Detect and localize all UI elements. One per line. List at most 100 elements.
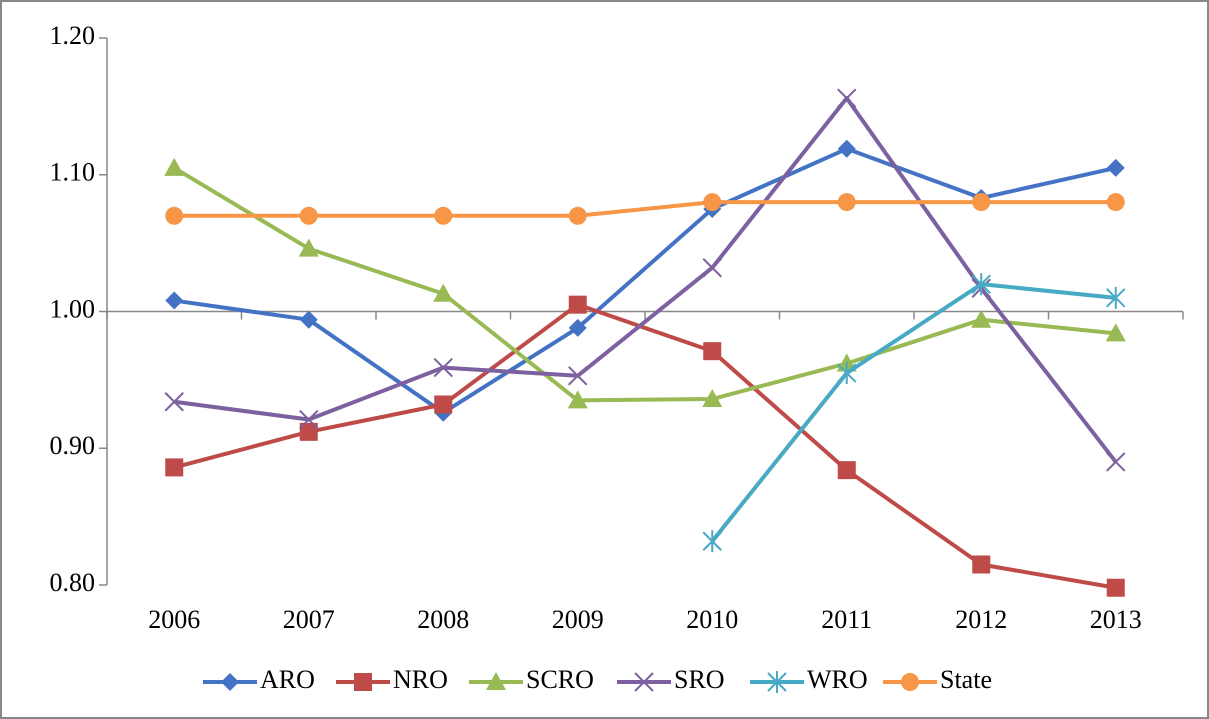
data-point-part — [568, 318, 587, 337]
data-point — [433, 283, 454, 302]
data-point-part — [433, 357, 453, 378]
legend-marker-part — [634, 672, 654, 692]
data-point-part — [702, 258, 722, 278]
data-point-part — [1106, 193, 1125, 212]
data-point-part — [837, 139, 856, 158]
data-point-part — [568, 366, 588, 386]
data-point — [568, 366, 588, 386]
legend-marker-part — [901, 673, 919, 691]
data-point — [299, 422, 318, 441]
data-point-part — [165, 206, 184, 225]
legend-label: NRO — [393, 665, 448, 694]
legend-item: WRO — [750, 665, 868, 694]
data-point-part — [568, 295, 587, 314]
data-point-part — [1106, 158, 1125, 177]
data-point — [164, 157, 185, 176]
x-tick-label: 2006 — [148, 605, 200, 634]
legend-label: SRO — [674, 665, 725, 694]
legend-marker — [221, 673, 239, 691]
data-point-part — [433, 283, 454, 302]
data-point-part — [837, 88, 857, 108]
data-point — [165, 458, 184, 477]
data-point — [434, 206, 453, 225]
data-point-part — [299, 310, 318, 329]
data-point — [568, 318, 587, 337]
data-point-part — [165, 458, 184, 477]
data-point-part — [837, 193, 856, 212]
legend-label: ARO — [260, 665, 315, 694]
series-line — [174, 200, 1116, 218]
legend-label: WRO — [807, 665, 868, 694]
data-point-part — [1106, 578, 1125, 597]
data-point — [299, 409, 319, 430]
data-point-part — [702, 530, 722, 553]
series-line — [173, 96, 1118, 464]
legend-item: State — [883, 665, 992, 694]
data-point — [702, 389, 723, 408]
data-point — [568, 295, 587, 314]
data-point-part — [1106, 286, 1126, 309]
data-point-part — [837, 362, 857, 385]
data-point-part — [298, 238, 319, 257]
data-point-part — [1105, 323, 1126, 342]
x-tick-label: 2011 — [821, 605, 872, 634]
data-point — [972, 555, 991, 574]
legend-marker — [634, 672, 654, 692]
data-point — [703, 193, 722, 212]
data-point — [298, 238, 319, 257]
data-point — [433, 357, 453, 378]
data-point-part — [1106, 452, 1126, 472]
data-point — [434, 395, 453, 414]
legend-item: SRO — [617, 665, 725, 694]
legend-item: SCRO — [469, 665, 594, 694]
x-tick-label: 2010 — [686, 605, 738, 634]
data-point — [703, 342, 722, 361]
data-point-part — [299, 206, 318, 225]
data-point-part — [434, 395, 453, 414]
data-point — [702, 530, 722, 553]
data-point — [1106, 578, 1125, 597]
legend-item: ARO — [203, 665, 315, 694]
legend-label: SCRO — [526, 665, 594, 694]
series-line — [173, 302, 1117, 590]
data-point-part — [971, 273, 991, 296]
x-tick-label: 2007 — [283, 605, 335, 634]
x-tick-label: 2008 — [417, 605, 469, 634]
series-line — [173, 146, 1117, 415]
data-point-part — [164, 157, 185, 176]
data-point — [299, 206, 318, 225]
x-tick-label: 2013 — [1090, 605, 1142, 634]
legend-item: NRO — [336, 665, 448, 694]
data-point-part — [972, 193, 991, 212]
data-point — [165, 291, 184, 310]
data-point — [972, 193, 991, 212]
legend-marker-part — [354, 673, 372, 691]
data-point-part — [434, 206, 453, 225]
data-point — [837, 88, 857, 108]
data-point-part — [972, 555, 991, 574]
data-point-part — [703, 342, 722, 361]
y-tick-label: 0.90 — [50, 431, 96, 460]
data-point-part — [703, 193, 722, 212]
data-point — [567, 390, 588, 409]
data-point-part — [971, 309, 992, 328]
legend-marker — [486, 672, 506, 690]
data-point — [568, 206, 587, 225]
series-line — [173, 166, 1116, 403]
data-point — [165, 206, 184, 225]
data-point-part — [164, 392, 184, 412]
y-tick-label: 1.00 — [50, 294, 96, 323]
y-tick-label: 0.80 — [50, 568, 96, 597]
data-point-part — [568, 206, 587, 225]
data-point-part — [567, 390, 588, 409]
data-point — [164, 392, 184, 412]
x-tick-label: 2012 — [955, 605, 1007, 634]
data-point — [1106, 452, 1126, 472]
legend-label: State — [940, 665, 992, 694]
x-tick-label: 2009 — [552, 605, 604, 634]
legend-marker — [354, 673, 372, 691]
data-point — [1105, 323, 1126, 342]
data-point — [837, 461, 856, 480]
y-tick-label: 1.10 — [50, 158, 96, 187]
